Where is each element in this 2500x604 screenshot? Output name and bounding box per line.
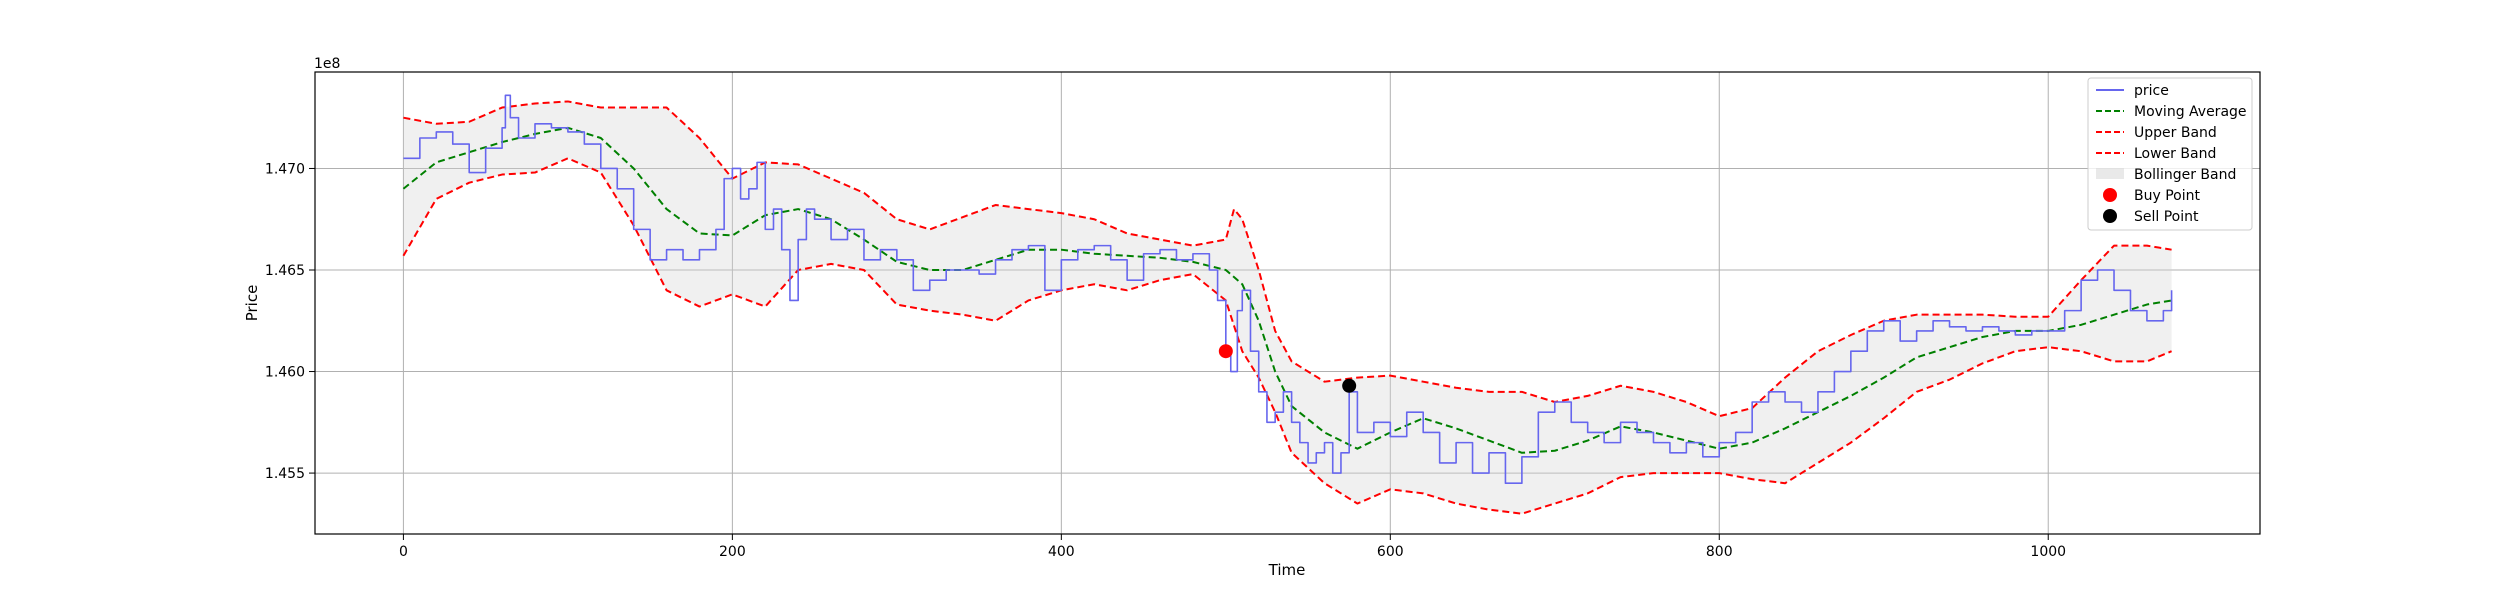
x-tick-label: 800 bbox=[1706, 544, 1733, 560]
moving-average-line bbox=[402, 126, 2172, 454]
legend-bollinger-band-label: Bollinger Band bbox=[2134, 167, 2236, 183]
axis-ticks: 0 200 400 600 800 1000 1.455 1.460 1.465 1.470 bbox=[265, 161, 2066, 560]
x-tick-label: 600 bbox=[1377, 544, 1404, 560]
y-axis-label: Price bbox=[243, 285, 261, 322]
series-lines bbox=[402, 94, 2173, 515]
x-tick-label: 200 bbox=[719, 544, 746, 560]
axes-frame bbox=[314, 71, 2261, 535]
legend-buy-point-label: Buy Point bbox=[2134, 188, 2200, 204]
bollinger-band-area bbox=[403, 101, 2172, 514]
legend-sell-point-label: Sell Point bbox=[2134, 209, 2199, 225]
legend-lower-band-label: Lower Band bbox=[2134, 146, 2216, 162]
x-tick-label: 1000 bbox=[2030, 544, 2066, 560]
legend-price-label: price bbox=[2134, 83, 2169, 99]
y-tick-label: 1.455 bbox=[265, 466, 305, 482]
price-line bbox=[403, 94, 2173, 485]
upper-band-line bbox=[403, 100, 2172, 418]
legend-sell-point-swatch bbox=[2103, 209, 2117, 223]
legend: price Moving Average Upper Band Lower Ba… bbox=[2087, 77, 2253, 231]
sell-point-marker bbox=[1342, 378, 1357, 393]
grid-lines bbox=[315, 72, 2260, 534]
trade-markers bbox=[1218, 344, 1357, 393]
lower-band-line bbox=[402, 157, 2172, 515]
legend-box bbox=[2087, 77, 2253, 231]
y-tick-label: 1.460 bbox=[265, 365, 305, 381]
y-offset-label: 1e8 bbox=[314, 56, 340, 72]
bollinger-band-fill bbox=[403, 101, 2172, 514]
legend-bollinger-band-swatch bbox=[2096, 168, 2124, 179]
legend-buy-point-swatch bbox=[2103, 188, 2117, 202]
y-tick-label: 1.465 bbox=[265, 263, 305, 279]
x-axis-label: Time bbox=[1268, 561, 1306, 579]
x-tick-label: 400 bbox=[1048, 544, 1075, 560]
legend-moving-average-label: Moving Average bbox=[2134, 104, 2247, 120]
legend-upper-band-label: Upper Band bbox=[2134, 125, 2217, 141]
y-tick-label: 1.470 bbox=[265, 161, 305, 177]
x-tick-label: 0 bbox=[399, 544, 408, 560]
buy-point-marker bbox=[1218, 344, 1233, 359]
